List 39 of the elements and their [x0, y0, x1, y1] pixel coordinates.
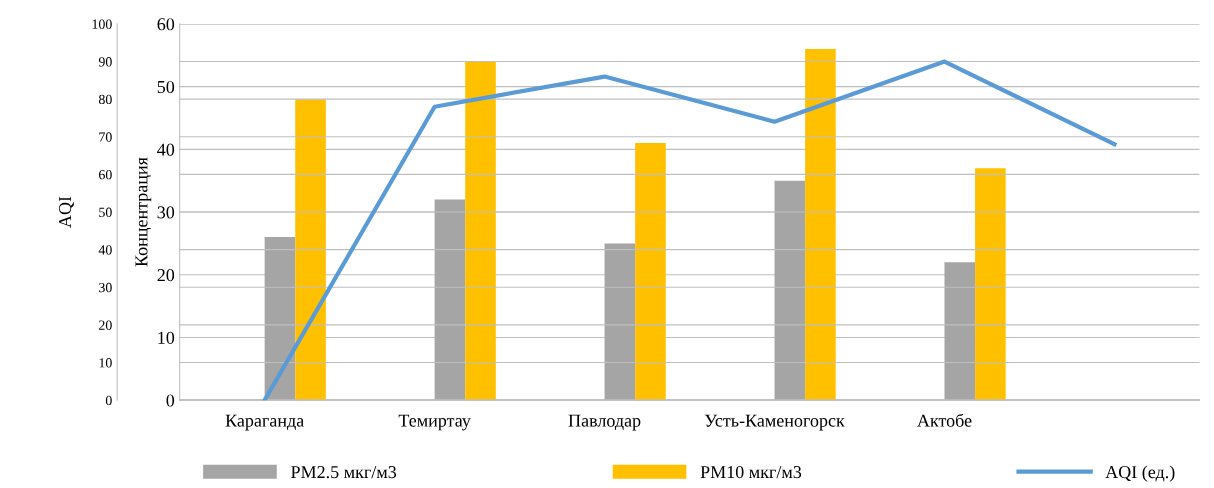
x-tick-label: Темиртау — [398, 414, 471, 431]
y2-tick-label: 100 — [92, 19, 112, 29]
y2-tick-label: 50 — [99, 207, 112, 217]
bar — [774, 180, 806, 401]
legend-label: PM2.5 мкг/м3 — [291, 466, 397, 479]
y2-tick-label: 80 — [98, 94, 112, 105]
legend-label: AQI (ед.) — [1105, 465, 1175, 482]
bar — [465, 61, 496, 401]
y2-axis-title: AQI — [59, 196, 74, 228]
y2-tick-label: 40 — [98, 245, 112, 255]
y-axis-title: Концентрация — [135, 157, 152, 267]
bar — [604, 243, 636, 401]
line-series — [262, 59, 1117, 401]
x-tick-label: Усть-Каменогорск — [704, 414, 845, 431]
y-tick-label: 10 — [158, 331, 175, 344]
y2-tick-label: 70 — [99, 132, 112, 142]
bar — [295, 99, 326, 401]
y-tick-label: 40 — [157, 143, 175, 156]
y-tick-label: 20 — [157, 269, 175, 282]
y-tick-label: 60 — [157, 18, 175, 31]
bar — [635, 143, 666, 401]
y2-tick-label: 30 — [99, 282, 112, 293]
y2-tick-label: 20 — [99, 320, 112, 330]
x-tick-label: Павлодар — [568, 414, 641, 431]
bar — [975, 168, 1006, 401]
legend-label: PM10 мкг/м3 — [700, 465, 802, 479]
y2-tick-label: 10 — [99, 358, 112, 368]
bar — [264, 237, 296, 401]
y2-tick-label: 0 — [105, 395, 112, 406]
y2-tick-label: 90 — [98, 57, 112, 67]
y-tick-label: 0 — [166, 394, 175, 407]
y2-tick-label: 60 — [99, 169, 112, 180]
bar — [805, 49, 836, 401]
x-tick-label: Караганда — [225, 414, 304, 431]
bar — [434, 199, 466, 401]
y-tick-label: 50 — [157, 80, 175, 94]
y-tick-label: 30 — [157, 206, 175, 219]
bar — [944, 262, 976, 401]
x-tick-label: Актобе — [917, 413, 972, 427]
